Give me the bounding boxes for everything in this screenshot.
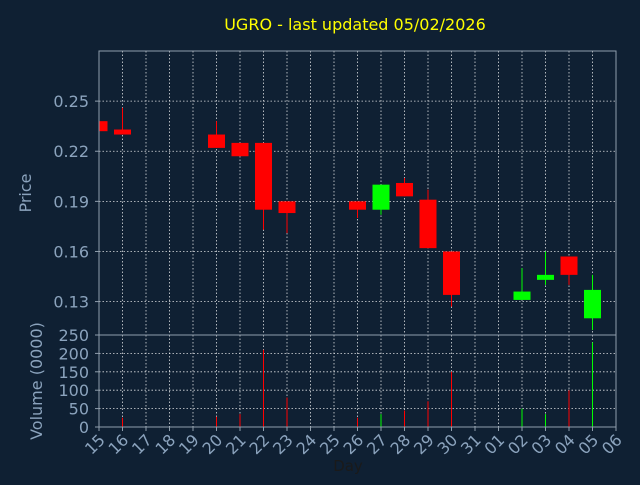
price-tick-label: 0.19: [53, 192, 89, 211]
candle-body-down: [396, 182, 413, 197]
candle-body-up: [584, 289, 601, 319]
candle-body-up: [372, 184, 390, 210]
volume-tick-label: 100: [58, 381, 89, 400]
price-tick-label: 0.16: [53, 242, 89, 261]
volume-bars: [122, 342, 593, 427]
candle-body-down: [255, 142, 272, 210]
chart-title: UGRO - last updated 05/02/2026: [224, 15, 486, 34]
price-candles: [98, 107, 601, 330]
candle-body-down: [560, 256, 578, 275]
volume-tick-label: 250: [58, 326, 89, 345]
volume-tick-label: 150: [58, 363, 89, 382]
price-y-ticks: 0.13 0.16 0.19 0.22 0.25: [53, 92, 99, 312]
candle-body-down: [114, 129, 131, 135]
price-tick-label: 0.22: [53, 142, 89, 161]
candle-body-up: [513, 291, 531, 300]
price-tick-label: 0.25: [53, 92, 89, 111]
candle-body-up: [537, 274, 554, 280]
volume-grid: [99, 335, 616, 427]
candle-body-down: [443, 251, 460, 295]
candle-body-down: [278, 201, 296, 214]
candle-body-down: [349, 201, 366, 210]
candle-body-down: [231, 142, 249, 157]
candle-body-down: [99, 121, 108, 132]
candle-body-down: [208, 134, 225, 148]
volume-axis-label: Volume (0000): [27, 322, 46, 440]
price-grid: [99, 51, 616, 335]
volume-tick-label: 50: [69, 400, 89, 419]
price-tick-label: 0.13: [53, 293, 89, 312]
candle-body-down: [419, 199, 437, 249]
volume-tick-label: 200: [58, 344, 89, 363]
x-axis-label: Day: [333, 457, 363, 475]
price-axis-label: Price: [16, 173, 35, 212]
volume-tick-label: 0: [79, 418, 89, 437]
